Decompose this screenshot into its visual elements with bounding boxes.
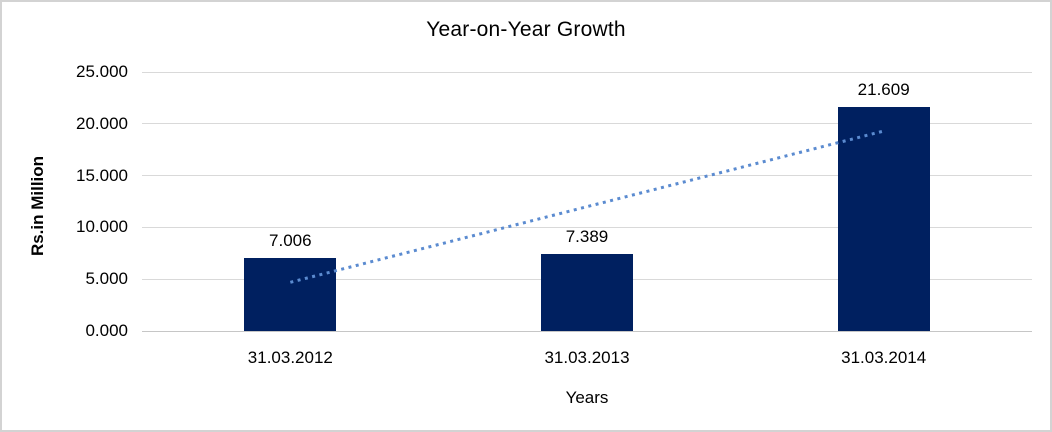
gridline: [142, 71, 1032, 73]
bar-31.03.2012: [244, 258, 337, 331]
bar-data-label: 7.006: [269, 231, 312, 251]
y-tick-label: 5.000: [85, 269, 128, 289]
gridline: [142, 123, 1032, 125]
x-axis-line: [142, 330, 1032, 332]
bar-data-label: 21.609: [857, 80, 910, 100]
x-tick-label: 31.03.2012: [247, 348, 333, 367]
chart-title: Year-on-Year Growth: [426, 18, 626, 41]
y-tick-label: 0.000: [85, 321, 128, 340]
bar-31.03.2013: [541, 254, 633, 331]
x-tick-label: 31.03.2014: [841, 348, 927, 367]
y-tick-label: 25.000: [76, 62, 128, 81]
y-tick-label: 20.000: [76, 113, 128, 133]
x-axis-title: Years: [565, 388, 609, 407]
x-tick-label: 31.03.2013: [544, 348, 630, 367]
y-tick-label: 15.000: [76, 165, 128, 185]
y-tick-label: 10.000: [76, 217, 128, 237]
bar-31.03.2014: [837, 107, 930, 331]
bar-data-label: 7.389: [565, 227, 609, 247]
